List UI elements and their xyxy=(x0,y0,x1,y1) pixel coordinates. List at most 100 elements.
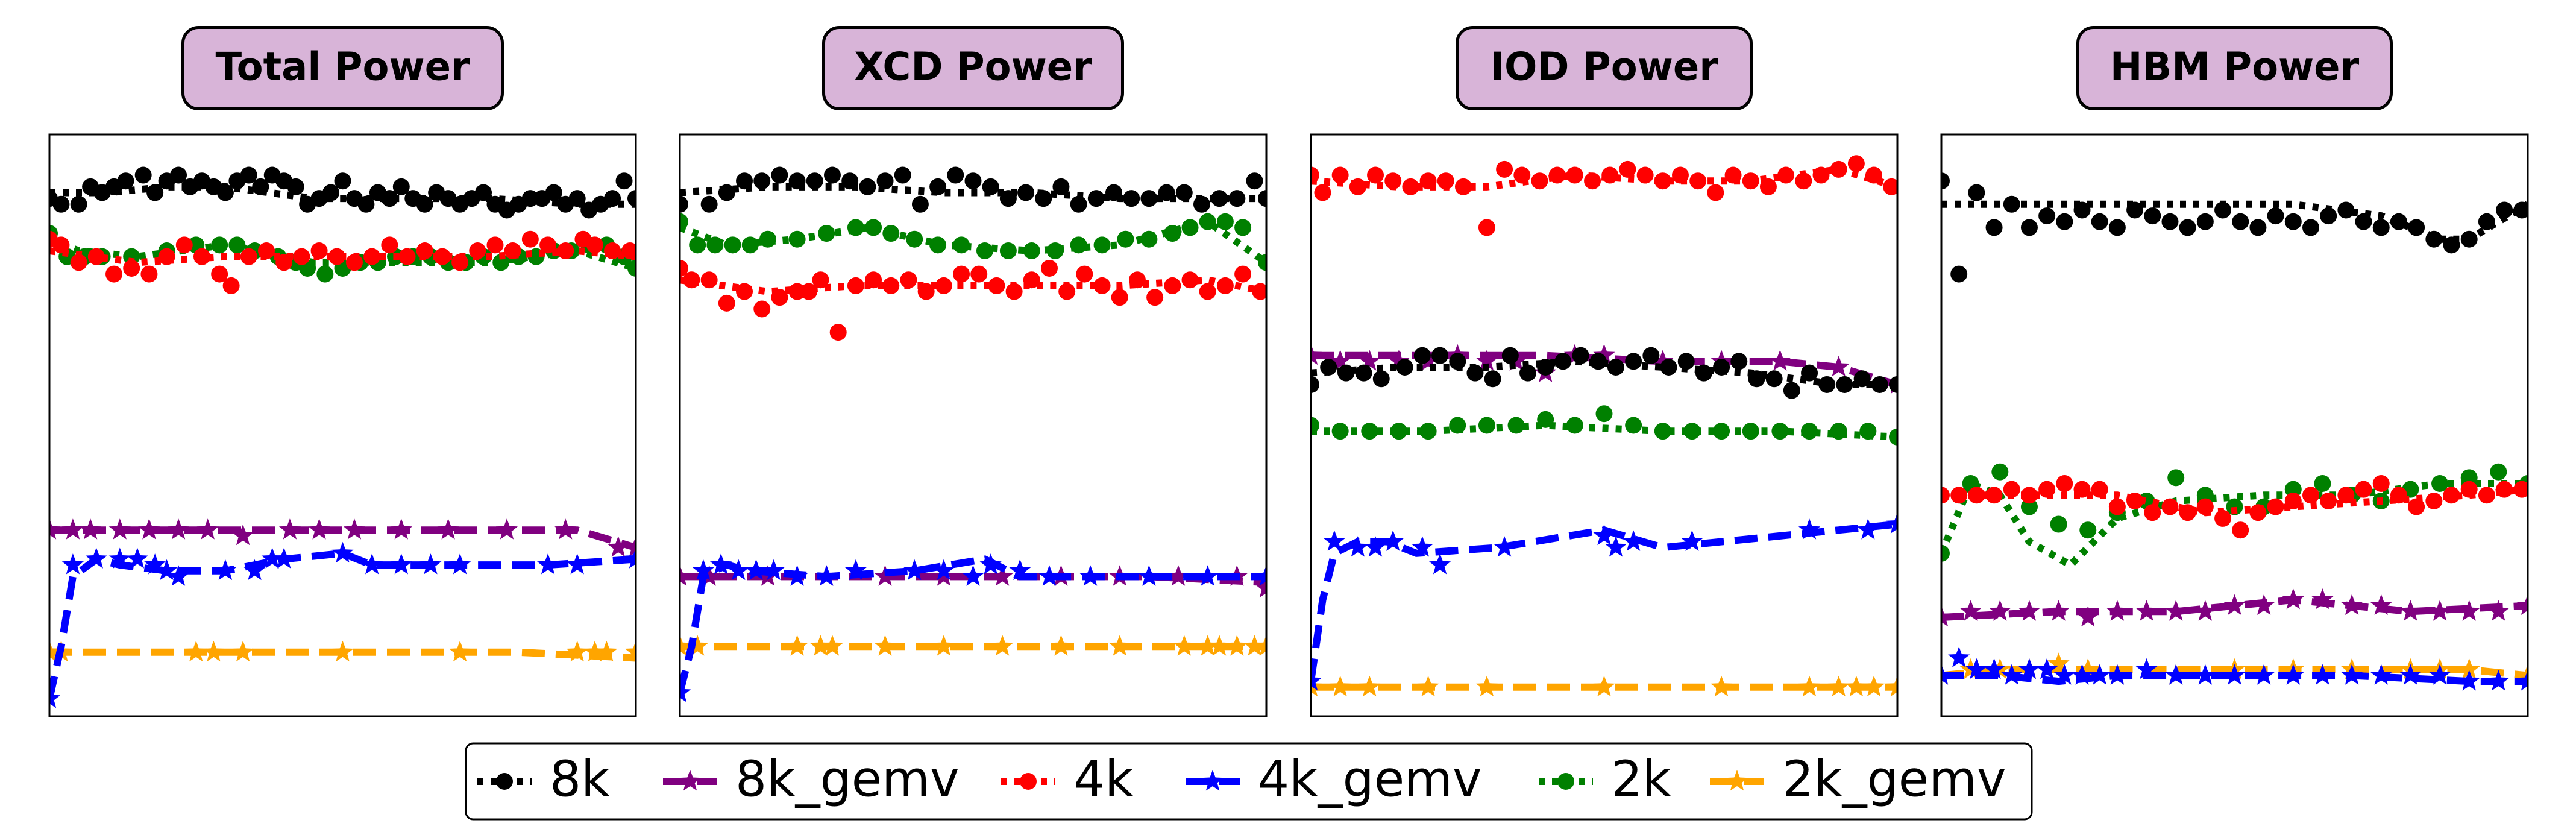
data-point-8k xyxy=(982,178,999,195)
data-point-4k_gemv xyxy=(168,565,190,586)
legend-label: 2k_gemv xyxy=(1782,751,2006,808)
data-point-8k xyxy=(2337,201,2355,219)
trend-line-4k_gemv xyxy=(49,549,636,700)
data-point-4k xyxy=(1164,277,1181,294)
data-point-8k_gemv xyxy=(61,518,84,540)
data-point-4k_gemv xyxy=(2311,664,2334,685)
data-point-2k xyxy=(1023,242,1040,259)
data-point-4k_gemv xyxy=(692,559,714,581)
data-point-8k_gemv xyxy=(2253,594,2275,615)
data-point-4k xyxy=(193,248,210,265)
data-point-4k xyxy=(2020,487,2038,504)
data-point-4k xyxy=(2091,481,2108,498)
data-point-8k xyxy=(2513,201,2528,219)
legend-label: 8k xyxy=(550,751,610,808)
data-point-8k_gemv xyxy=(1941,606,1953,627)
data-point-2k xyxy=(211,236,228,254)
trend-line-4k xyxy=(680,276,1266,295)
data-point-4k_gemv xyxy=(979,553,1002,575)
data-point-8k xyxy=(334,172,351,190)
data-point-4k_gemv xyxy=(1009,559,1031,581)
data-point-4k_gemv xyxy=(2135,658,2158,679)
series-4k_gemv xyxy=(49,541,636,708)
data-point-8k xyxy=(929,178,947,195)
data-point-4k xyxy=(718,294,735,312)
data-point-4k xyxy=(2496,481,2513,498)
data-point-8k_gemv xyxy=(2370,594,2392,615)
data-point-2k xyxy=(1889,428,1897,446)
data-point-8k xyxy=(2302,219,2319,236)
data-point-8k_gemv xyxy=(2399,600,2422,621)
data-point-2k_gemv xyxy=(1243,635,1266,656)
data-point-2k xyxy=(1478,417,1495,434)
data-point-4k_gemv xyxy=(273,547,295,569)
data-point-8k xyxy=(1607,359,1624,376)
data-point-8k xyxy=(2425,230,2443,248)
data-point-8k_gemv xyxy=(308,518,330,540)
data-point-8k_gemv xyxy=(1989,600,2011,621)
data-point-4k xyxy=(1496,160,1513,178)
data-point-8k xyxy=(1175,184,1193,201)
data-point-8k xyxy=(2179,219,2196,236)
data-point-2k_gemv xyxy=(1863,675,1885,697)
panel-title-box xyxy=(1456,26,1753,110)
legend-marker-2k_gemv xyxy=(1726,770,1748,791)
data-point-8k xyxy=(753,172,771,190)
data-point-8k xyxy=(876,172,894,190)
data-point-8k xyxy=(1228,190,1246,207)
data-point-2k_gemv xyxy=(449,640,471,662)
data-point-2k xyxy=(2079,521,2097,539)
data-point-8k xyxy=(2496,201,2513,219)
data-point-2k_gemv xyxy=(1711,675,1733,697)
data-point-8k xyxy=(1871,376,1888,393)
data-point-2k_gemv xyxy=(1845,675,1867,697)
data-point-4k_gemv xyxy=(49,687,61,708)
data-point-4k xyxy=(1584,172,1601,190)
series-4k xyxy=(1941,475,2528,539)
data-point-8k_gemv xyxy=(2135,600,2158,621)
data-point-2k xyxy=(882,225,900,242)
data-point-2k_gemv xyxy=(1359,675,1381,697)
data-point-4k xyxy=(1146,289,1164,306)
data-point-8k xyxy=(859,178,876,195)
series-2k_gemv xyxy=(49,640,636,662)
data-point-8k xyxy=(615,172,633,190)
data-point-4k xyxy=(586,236,603,254)
data-point-4k xyxy=(1742,172,1759,190)
data-point-2k xyxy=(2167,469,2185,487)
trend-line-2k_gemv xyxy=(49,648,636,662)
data-point-2k_gemv xyxy=(2077,658,2099,679)
data-point-8k xyxy=(357,195,375,213)
data-point-4k xyxy=(1777,166,1795,184)
data-point-8k_gemv xyxy=(390,518,412,540)
data-point-8k xyxy=(1950,265,1968,283)
data-point-8k xyxy=(52,195,70,213)
data-point-2k_gemv xyxy=(583,640,606,662)
data-point-8k_gemv xyxy=(607,536,629,557)
data-point-8k_gemv xyxy=(2458,600,2480,621)
data-point-8k xyxy=(475,184,492,201)
plot-area xyxy=(49,166,636,708)
legend-entry-4k: 4k xyxy=(1001,751,1134,808)
data-point-4k xyxy=(1058,283,1076,300)
data-point-4k xyxy=(211,265,228,283)
plot-area xyxy=(1941,172,2528,691)
data-point-2k_gemv xyxy=(1108,635,1131,656)
data-point-4k xyxy=(1384,172,1402,190)
data-point-4k xyxy=(935,277,952,294)
data-point-8k xyxy=(999,190,1017,207)
data-point-2k xyxy=(1595,405,1613,423)
data-point-2k xyxy=(1216,213,1234,230)
data-point-4k_gemv xyxy=(108,547,131,569)
data-point-8k_gemv xyxy=(2311,588,2334,610)
data-point-4k xyxy=(1968,487,1985,504)
legend-marker-8k_gemv xyxy=(679,770,702,791)
data-point-4k xyxy=(1830,160,1847,178)
data-point-8k xyxy=(216,184,234,201)
data-point-8k_gemv xyxy=(196,518,219,540)
data-point-8k xyxy=(771,166,788,184)
data-point-2k_gemv xyxy=(566,640,588,662)
data-point-2k_gemv xyxy=(203,640,225,662)
data-point-4k xyxy=(1311,166,1319,184)
data-point-2k xyxy=(316,265,334,283)
